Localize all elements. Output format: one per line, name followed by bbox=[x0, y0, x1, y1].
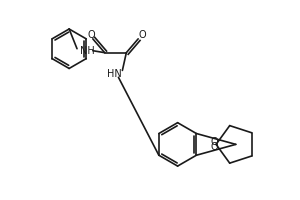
Text: O: O bbox=[87, 30, 94, 40]
Text: HN: HN bbox=[107, 69, 122, 79]
Text: NH: NH bbox=[80, 46, 94, 56]
Text: O: O bbox=[210, 142, 218, 152]
Text: O: O bbox=[138, 30, 146, 40]
Text: O: O bbox=[210, 137, 218, 147]
